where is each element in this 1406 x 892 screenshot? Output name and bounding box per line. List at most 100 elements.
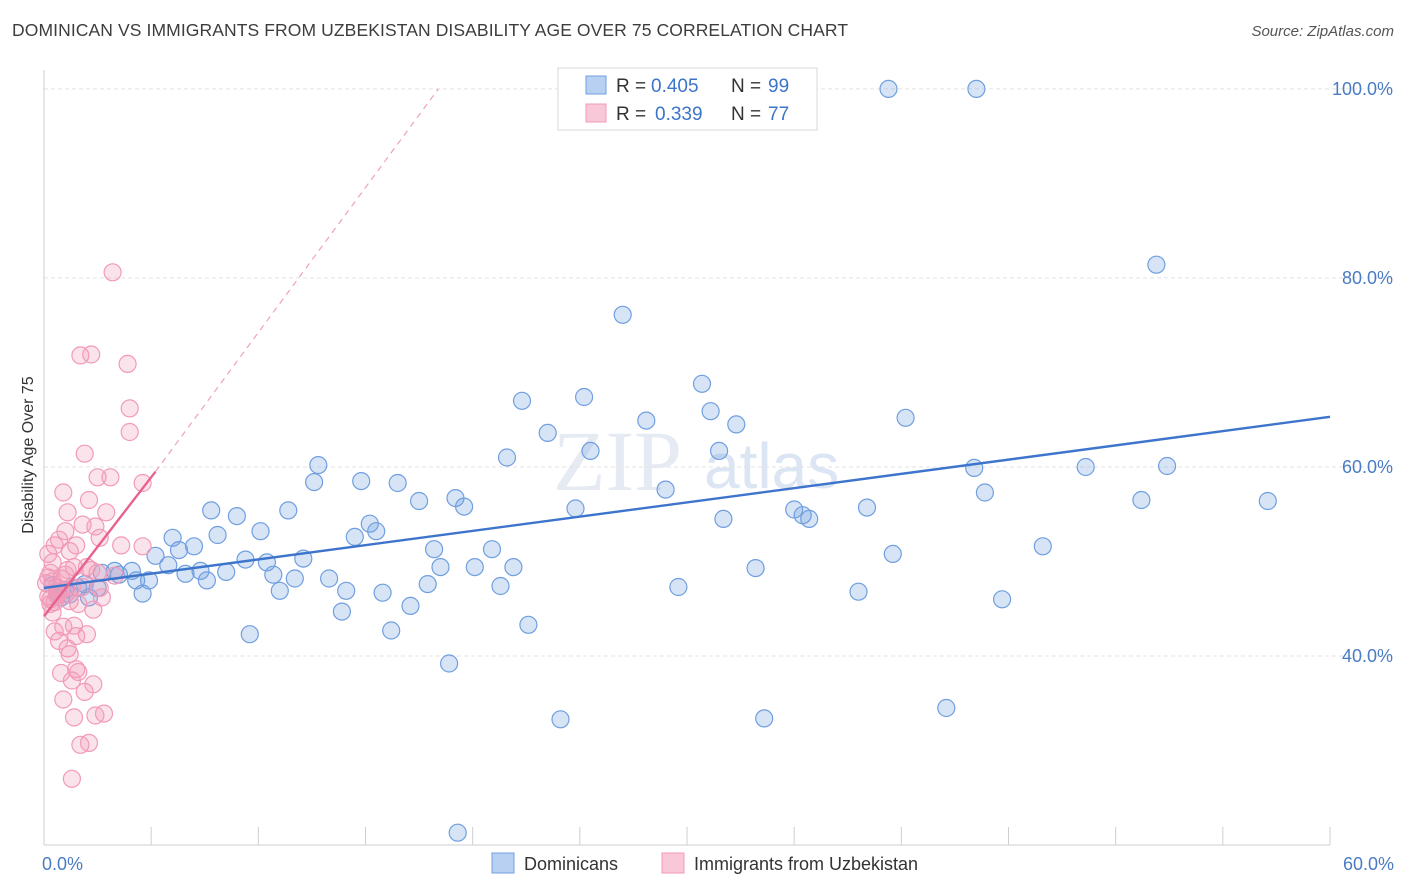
point-uzbekistan-61 bbox=[133, 473, 152, 493]
x-tick-labels: 0.0% 60.0% bbox=[42, 854, 1394, 874]
point-dominicans-37 bbox=[305, 473, 324, 492]
point-dominicans-41 bbox=[337, 581, 356, 600]
point-dominicans-79 bbox=[755, 709, 774, 728]
point-dominicans-74 bbox=[701, 402, 720, 421]
y-axis-title: Disability Age Over 75 bbox=[20, 376, 37, 534]
watermark: ZIP atlas bbox=[553, 413, 839, 509]
point-uzbekistan-29 bbox=[69, 662, 88, 682]
point-dominicans-83 bbox=[849, 582, 868, 601]
point-uzbekistan-39 bbox=[79, 733, 99, 753]
legend-n-value-1: 99 bbox=[768, 76, 789, 97]
point-dominicans-70 bbox=[637, 411, 656, 430]
trend-line-uzbekistan-extension bbox=[154, 88, 439, 473]
x-tick-label-0: 0.0% bbox=[42, 854, 83, 874]
point-dominicans-33 bbox=[270, 581, 289, 600]
legend-n-value-2: 77 bbox=[768, 104, 789, 125]
y-tick-label-2: 80.0% bbox=[1342, 268, 1393, 288]
point-dominicans-17 bbox=[159, 556, 178, 575]
point-dominicans-97 bbox=[448, 823, 467, 842]
trend-line-dominicans bbox=[43, 415, 1331, 590]
x-tick-label-1: 60.0% bbox=[1343, 854, 1394, 874]
point-dominicans-71 bbox=[656, 480, 675, 499]
watermark-zip: ZIP bbox=[553, 413, 682, 509]
point-uzbekistan-53 bbox=[101, 468, 120, 487]
point-dominicans-34 bbox=[279, 501, 298, 520]
point-uzbekistan-57 bbox=[118, 354, 137, 373]
point-uzbekistan-52 bbox=[97, 503, 116, 522]
point-dominicans-54 bbox=[440, 654, 459, 673]
point-dominicans-49 bbox=[401, 596, 420, 616]
point-dominicans-23 bbox=[197, 571, 216, 590]
axes bbox=[43, 70, 1330, 846]
point-uzbekistan-72 bbox=[67, 660, 86, 679]
point-dominicans-67 bbox=[574, 387, 594, 407]
point-dominicans-93 bbox=[1132, 490, 1151, 510]
point-dominicans-51 bbox=[418, 574, 437, 594]
point-dominicans-92 bbox=[1076, 457, 1095, 477]
point-uzbekistan-44 bbox=[86, 517, 105, 536]
point-dominicans-76 bbox=[714, 509, 733, 529]
point-uzbekistan-50 bbox=[92, 588, 112, 607]
point-dominicans-96 bbox=[1258, 491, 1277, 511]
legend-n-label-1: N = bbox=[731, 76, 761, 97]
point-uzbekistan-62 bbox=[39, 544, 58, 564]
point-dominicans-40 bbox=[332, 602, 351, 621]
point-dominicans-26 bbox=[217, 562, 236, 582]
point-dominicans-84 bbox=[857, 498, 877, 517]
point-dominicans-73 bbox=[692, 374, 712, 393]
point-uzbekistan-15 bbox=[54, 690, 73, 709]
point-dominicans-45 bbox=[367, 522, 386, 541]
legend: R = 0.405 N = 99 R = 0.339 N = 77 bbox=[557, 67, 818, 131]
point-dominicans-68 bbox=[581, 441, 600, 460]
point-dominicans-65 bbox=[551, 710, 570, 729]
point-dominicans-95 bbox=[1157, 456, 1177, 476]
point-dominicans-85 bbox=[883, 544, 902, 564]
point-dominicans-62 bbox=[512, 391, 532, 410]
point-dominicans-19 bbox=[169, 540, 189, 560]
point-uzbekistan-14 bbox=[54, 483, 73, 502]
point-dominicans-30 bbox=[251, 522, 270, 541]
point-dominicans-63 bbox=[519, 615, 538, 634]
trend-lines bbox=[43, 88, 1331, 618]
point-dominicans-58 bbox=[482, 540, 502, 559]
point-uzbekistan-59 bbox=[120, 399, 139, 418]
point-dominicans-39 bbox=[320, 569, 339, 588]
point-dominicans-57 bbox=[465, 557, 484, 577]
y-tick-label-1: 60.0% bbox=[1342, 457, 1393, 477]
point-dominicans-75 bbox=[709, 441, 729, 460]
point-uzbekistan-43 bbox=[84, 675, 103, 694]
point-dominicans-59 bbox=[491, 576, 510, 596]
point-dominicans-78 bbox=[746, 558, 765, 578]
bottom-legend-label-dominicans: Dominicans bbox=[524, 854, 618, 874]
point-dominicans-52 bbox=[425, 540, 444, 559]
legend-r-label-2: R = bbox=[616, 104, 646, 125]
point-dominicans-89 bbox=[975, 483, 995, 502]
point-dominicans-56 bbox=[455, 497, 474, 516]
point-dominicans-50 bbox=[410, 491, 429, 511]
legend-r-label-1: R = bbox=[616, 76, 646, 97]
x-ticks bbox=[150, 827, 1331, 845]
point-dominicans-94 bbox=[1147, 255, 1166, 274]
point-uzbekistan-54 bbox=[103, 263, 122, 282]
legend-swatch-dominicans bbox=[585, 75, 607, 95]
point-uzbekistan-76 bbox=[39, 568, 58, 587]
point-uzbekistan-7 bbox=[45, 622, 64, 641]
point-uzbekistan-16 bbox=[56, 522, 75, 541]
point-uzbekistan-73 bbox=[54, 617, 73, 636]
point-uzbekistan-42 bbox=[84, 600, 103, 619]
point-dominicans-48 bbox=[388, 473, 407, 493]
bottom-legend-swatch-dominicans bbox=[491, 852, 515, 874]
legend-swatch-uzbekistan bbox=[585, 103, 607, 123]
point-uzbekistan-55 bbox=[105, 566, 124, 585]
point-dominicans-90 bbox=[992, 590, 1012, 609]
point-dominicans-35 bbox=[285, 569, 304, 588]
point-uzbekistan-38 bbox=[79, 490, 99, 510]
point-dominicans-42 bbox=[345, 527, 364, 547]
y-tick-label-3: 100.0% bbox=[1332, 79, 1393, 99]
point-dominicans-53 bbox=[431, 557, 450, 577]
legend-r-value-1: 0.405 bbox=[651, 76, 699, 97]
point-uzbekistan-34 bbox=[75, 444, 94, 463]
chart-source: Source: ZipAtlas.com bbox=[1251, 23, 1394, 40]
point-dominicans-24 bbox=[202, 501, 221, 520]
